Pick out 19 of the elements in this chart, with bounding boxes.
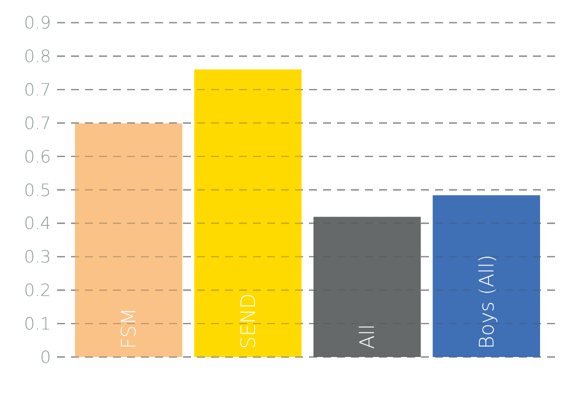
y-tick-label: 0	[40, 348, 51, 368]
y-tick-label: 0.7	[24, 80, 51, 101]
bar	[194, 69, 302, 357]
bar	[74, 123, 182, 357]
y-tick-label: 0.3	[24, 248, 51, 268]
y-tick-label: 0.5	[24, 180, 51, 201]
bar	[313, 216, 421, 357]
x-tick-label: SEND	[236, 293, 260, 349]
y-tick-label: 0.4	[24, 214, 51, 234]
y-tick-label: 0.9	[24, 14, 51, 34]
x-tick-label: All	[355, 324, 380, 349]
y-tick-label: 0.2	[24, 281, 51, 302]
y-tick-label: 0.6	[24, 147, 51, 168]
bar	[432, 195, 540, 357]
y-tick-label: 0.8	[24, 47, 51, 68]
x-tick-label: FSM	[116, 308, 141, 349]
y-tick-label: 0.1	[24, 314, 51, 335]
y-tick-label: 0.7	[24, 114, 51, 134]
x-tick-label: Boys (All)	[474, 254, 498, 349]
